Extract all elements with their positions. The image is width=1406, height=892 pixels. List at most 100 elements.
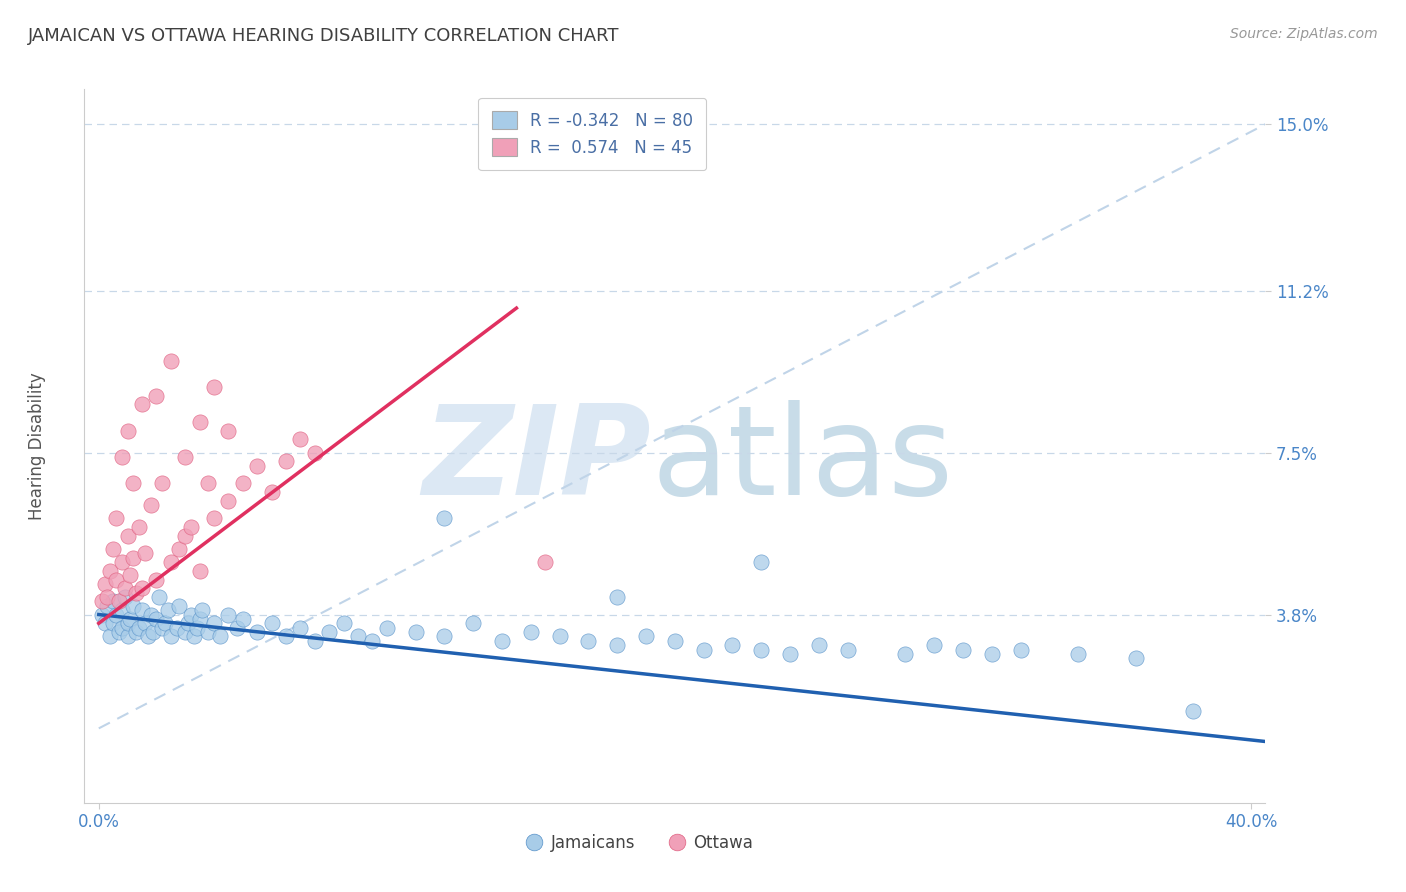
Point [96,599,118,613]
Text: Hearing Disability: Hearing Disability [28,372,46,520]
Point [246,625,269,640]
Point [433,511,456,525]
Point [150,621,173,635]
Point [188,564,211,578]
Point [108,594,131,608]
Point [779,647,801,661]
Point [548,629,571,643]
Point [807,638,830,652]
Point [463,616,485,631]
Point [197,476,219,491]
Point [491,633,513,648]
Point [131,603,153,617]
Point [90,607,112,622]
Point [837,642,859,657]
Point [98,629,121,643]
Point [202,511,225,525]
Point [174,450,197,464]
Point [520,625,543,640]
Point [980,647,1002,661]
Point [145,573,167,587]
Point [93,577,115,591]
Point [304,633,326,648]
Point [183,629,205,643]
Point [111,450,134,464]
Point [274,629,297,643]
Point [142,625,165,640]
Point [122,599,145,613]
Point [197,625,219,640]
Point [166,621,188,635]
Point [111,621,134,635]
Point [202,380,225,394]
Point [260,616,283,631]
Point [105,607,128,622]
Point [120,568,142,582]
Point [96,590,118,604]
Point [186,621,208,635]
Point [145,389,167,403]
Point [134,616,156,631]
Point [1125,651,1147,665]
Point [90,594,112,608]
Point [290,433,312,447]
Point [217,424,239,438]
Point [361,633,384,648]
Point [150,476,173,491]
Point [664,633,686,648]
Point [375,621,398,635]
Point [217,493,239,508]
Point [894,647,917,661]
Point [246,458,269,473]
Point [188,415,211,429]
Point [188,612,211,626]
Point [217,607,239,622]
Point [125,625,148,640]
Point [139,607,162,622]
Point [128,520,150,534]
Point [749,555,772,569]
Point [105,511,128,525]
Point [139,498,162,512]
Point [93,616,115,631]
Text: JAMAICAN VS OTTAWA HEARING DISABILITY CORRELATION CHART: JAMAICAN VS OTTAWA HEARING DISABILITY CO… [28,27,620,45]
Point [749,642,772,657]
Point [232,476,254,491]
Point [117,629,139,643]
Text: atlas: atlas [651,400,953,521]
Point [111,555,134,569]
Point [101,616,124,631]
Point [636,629,658,643]
Point [1067,647,1090,661]
Text: Source: ZipAtlas.com: Source: ZipAtlas.com [1230,27,1378,41]
Point [347,629,370,643]
Point [128,621,150,635]
Point [274,454,297,468]
Point [174,529,197,543]
Point [606,638,628,652]
Point [332,616,354,631]
Point [692,642,714,657]
Point [114,582,136,596]
Point [318,625,340,640]
Point [304,445,326,459]
Point [114,590,136,604]
Point [134,546,156,560]
Point [208,629,231,643]
Point [721,638,744,652]
Point [1010,642,1032,657]
Point [136,629,159,643]
Point [117,616,139,631]
Point [101,541,124,556]
Point [156,603,179,617]
Point [122,550,145,565]
Point [153,616,176,631]
Point [108,625,131,640]
Point [98,564,121,578]
Point [101,594,124,608]
Point [177,616,200,631]
Point [148,590,170,604]
Point [125,585,148,599]
Point [159,629,181,643]
Point [433,629,456,643]
